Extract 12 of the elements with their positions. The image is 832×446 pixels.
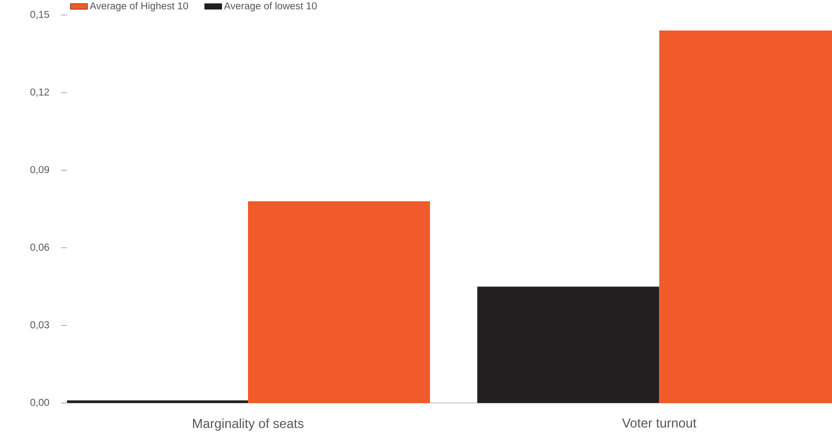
- y-tick-label: 0,15: [30, 10, 50, 20]
- legend-label: Average of Highest 10: [90, 2, 188, 12]
- y-tick-label: 0,12: [30, 88, 49, 97]
- x-tick-label: Voter turnout: [622, 418, 696, 428]
- bar: [477, 286, 660, 403]
- y-tick-label: 0,03: [30, 321, 50, 330]
- x-tick-label: Marginality of seats: [193, 418, 304, 431]
- legend-label: Average of lowest 10: [224, 2, 317, 12]
- y-tick-label: 0,06: [30, 244, 50, 252]
- bar: [67, 400, 248, 403]
- y-tick-label: 0,09: [30, 166, 50, 174]
- y-tick-label: 0,00: [30, 398, 50, 408]
